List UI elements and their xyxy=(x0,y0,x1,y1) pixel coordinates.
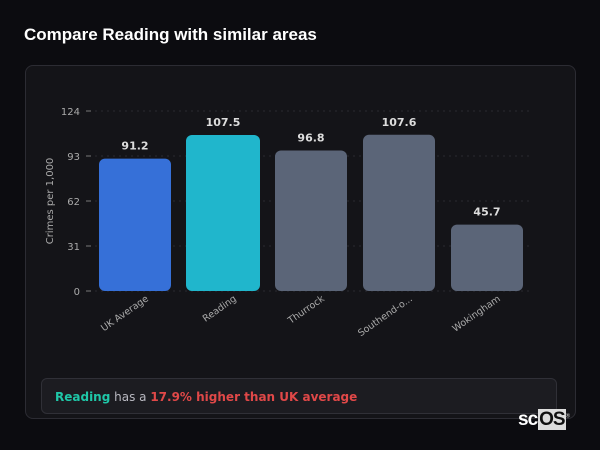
y-tick-label: 93 xyxy=(67,152,80,163)
x-tick-label: Southend-o... xyxy=(356,293,415,339)
y-tick-label: 31 xyxy=(67,242,80,253)
data-label: 96.8 xyxy=(297,131,324,144)
y-tick-label: 124 xyxy=(61,107,80,118)
y-axis-label: Crimes per 1,000 xyxy=(45,158,56,245)
bar-southend-o- xyxy=(363,134,435,291)
page-title: Compare Reading with similar areas xyxy=(24,25,317,44)
x-tick-label: Reading xyxy=(201,293,239,324)
summary-middle: has a xyxy=(110,390,151,404)
x-tick-label: Wokingham xyxy=(451,293,503,334)
y-tick-label: 62 xyxy=(67,197,80,208)
scos-logo: sc OS® xyxy=(518,409,570,430)
bar-wokingham xyxy=(451,224,523,291)
data-label: 91.2 xyxy=(121,140,148,153)
x-tick-label: UK Average xyxy=(99,293,151,334)
data-label: 107.5 xyxy=(206,116,241,129)
summary-box: Reading has a 17.9% higher than UK avera… xyxy=(41,378,557,414)
data-label: 45.7 xyxy=(473,206,500,219)
bar-reading xyxy=(186,134,260,291)
y-tick-label: 0 xyxy=(74,287,80,298)
summary-comparison: 17.9% higher than UK average xyxy=(150,390,358,404)
data-label: 107.6 xyxy=(382,116,417,129)
x-tick-label: Thurrock xyxy=(285,293,327,327)
bar-thurrock xyxy=(275,150,347,291)
summary-area: Reading xyxy=(55,390,111,404)
bar-uk-average xyxy=(99,158,171,291)
